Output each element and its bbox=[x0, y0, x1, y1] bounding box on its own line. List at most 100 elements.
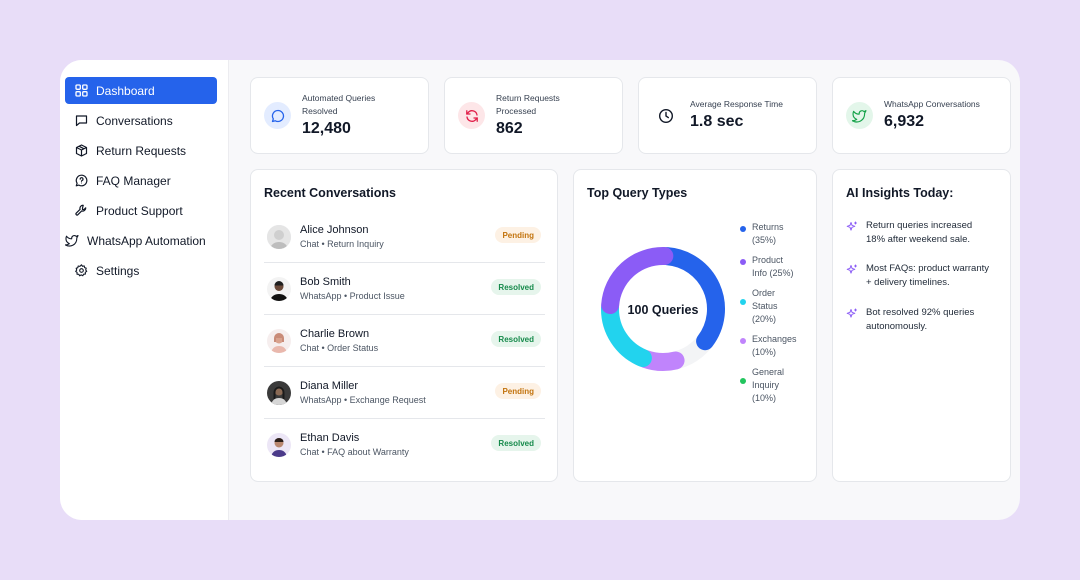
donut-chart: 100 Queries bbox=[601, 247, 725, 371]
legend-label: Inquiry bbox=[752, 380, 780, 390]
avatar bbox=[267, 329, 291, 353]
legend-swatch bbox=[740, 259, 746, 265]
avatar bbox=[267, 433, 291, 457]
insight-text: Bot resolved 92% queries bbox=[866, 307, 975, 318]
conversation-channel: WhatsApp • Product Issue bbox=[300, 291, 405, 301]
stat-card-automated-queries: Automated Queries Resolved 12,480 bbox=[250, 77, 429, 154]
legend-label: (10%) bbox=[752, 393, 777, 403]
recent-conversations-card: Recent Conversations Alice Johnson Chat … bbox=[250, 169, 558, 482]
avatar bbox=[267, 277, 291, 301]
legend-label: Order bbox=[752, 288, 776, 298]
top-query-types-card: Top Query Types 100 Queries Returns (35%)… bbox=[573, 169, 817, 482]
stat-label: Processed bbox=[496, 106, 537, 116]
stat-value: 12,480 bbox=[302, 120, 351, 137]
legend-item-exchanges: Exchanges (10%) bbox=[740, 333, 812, 359]
legend-label: Returns bbox=[752, 222, 784, 232]
legend-label: Exchanges bbox=[752, 334, 797, 344]
legend-item-product-info: Product Info (25%) bbox=[740, 254, 812, 280]
sparkle-icon bbox=[846, 219, 860, 247]
sidebar-item-label: Settings bbox=[96, 263, 140, 278]
status-badge: Pending bbox=[495, 227, 541, 243]
sidebar-item-label: Dashboard bbox=[96, 83, 155, 98]
conversation-name: Charlie Brown bbox=[300, 328, 370, 340]
conversation-name: Diana Miller bbox=[300, 380, 359, 392]
sidebar-item-label: Conversations bbox=[96, 113, 173, 128]
conversation-row[interactable]: Charlie Brown Chat • Order Status Resolv… bbox=[264, 314, 545, 367]
legend-swatch bbox=[740, 338, 746, 344]
insight-item: Most FAQs: product warranty + delivery ti… bbox=[846, 262, 1006, 290]
twitter-bird-icon bbox=[65, 234, 79, 248]
conversation-name: Alice Johnson bbox=[300, 224, 369, 236]
legend-item-order-status: Order Status (20%) bbox=[740, 287, 812, 326]
sidebar-item-label: WhatsApp Automation bbox=[87, 233, 206, 248]
stat-card-return-requests: Return Requests Processed 862 bbox=[444, 77, 623, 154]
legend-swatch bbox=[740, 378, 746, 384]
conversation-channel: Chat • Return Inquiry bbox=[300, 239, 384, 249]
insight-text: Most FAQs: product warranty bbox=[866, 263, 990, 274]
legend-item-general-inquiry: General Inquiry (10%) bbox=[740, 366, 812, 405]
legend-label: Info (25%) bbox=[752, 268, 794, 278]
sidebar-item-label: Return Requests bbox=[96, 143, 187, 158]
conversation-name: Ethan Davis bbox=[300, 432, 360, 444]
donut-slice-product-info bbox=[601, 247, 674, 315]
avatar bbox=[267, 381, 291, 405]
stat-card-whatsapp-conversations: WhatsApp Conversations 6,932 bbox=[832, 77, 1011, 154]
card-title: Top Query Types bbox=[587, 186, 688, 200]
insight-text: + delivery timelines. bbox=[866, 277, 950, 288]
stat-value: 1.8 sec bbox=[690, 113, 744, 130]
conversation-row[interactable]: Ethan Davis Chat • FAQ about Warranty Re… bbox=[264, 418, 545, 470]
stat-label: Return Requests bbox=[496, 93, 560, 103]
refresh-icon bbox=[458, 102, 485, 129]
status-badge: Resolved bbox=[491, 279, 541, 295]
insight-item: Return queries increased 18% after weeken… bbox=[846, 219, 1006, 247]
stat-label: Average Response Time bbox=[690, 99, 783, 109]
legend-label: General bbox=[752, 367, 785, 377]
conversation-row[interactable]: Diana Miller WhatsApp • Exchange Request… bbox=[264, 366, 545, 419]
sidebar-item-return-requests[interactable]: Return Requests bbox=[65, 137, 217, 164]
sidebar-item-whatsapp-automation[interactable]: WhatsApp Automation bbox=[65, 227, 217, 254]
card-title: Recent Conversations bbox=[264, 186, 396, 200]
sparkle-icon bbox=[846, 262, 860, 290]
insight-text: 18% after weekend sale. bbox=[866, 234, 971, 245]
conversation-channel: Chat • FAQ about Warranty bbox=[300, 447, 409, 457]
app-window: Dashboard Conversations Return Requests … bbox=[60, 60, 1020, 520]
conversation-row[interactable]: Alice Johnson Chat • Return Inquiry Pend… bbox=[264, 210, 545, 263]
package-icon bbox=[74, 144, 88, 158]
conversation-channel: WhatsApp • Exchange Request bbox=[300, 395, 426, 405]
donut-slice-order-status bbox=[601, 298, 652, 368]
sidebar: Dashboard Conversations Return Requests … bbox=[60, 60, 229, 520]
sidebar-item-label: Product Support bbox=[96, 203, 183, 218]
legend-item-returns: Returns (35%) bbox=[740, 221, 812, 247]
gear-icon bbox=[74, 264, 88, 278]
sidebar-item-dashboard[interactable]: Dashboard bbox=[65, 77, 217, 104]
sidebar-item-faq-manager[interactable]: FAQ Manager bbox=[65, 167, 217, 194]
insight-item: Bot resolved 92% queries autonomously. bbox=[846, 306, 1006, 334]
conversation-name: Bob Smith bbox=[300, 276, 351, 288]
legend-label: Status bbox=[752, 301, 778, 311]
stat-card-response-time: Average Response Time 1.8 sec bbox=[638, 77, 817, 154]
legend-label: (10%) bbox=[752, 347, 777, 357]
twitter-bird-icon bbox=[846, 102, 873, 129]
wrench-icon bbox=[74, 204, 88, 218]
status-badge: Resolved bbox=[491, 435, 541, 451]
legend-label: (35%) bbox=[752, 235, 777, 245]
insight-text: Return queries increased bbox=[866, 220, 973, 231]
chat-bubble-icon bbox=[264, 102, 291, 129]
sparkle-icon bbox=[846, 306, 860, 334]
message-square-icon bbox=[74, 114, 88, 128]
legend-swatch bbox=[740, 226, 746, 232]
stat-label: Automated Queries bbox=[302, 93, 376, 103]
stat-value: 6,932 bbox=[884, 113, 925, 130]
sidebar-item-conversations[interactable]: Conversations bbox=[65, 107, 217, 134]
ai-insights-card: AI Insights Today: Return queries increa… bbox=[832, 169, 1011, 482]
stat-value: 862 bbox=[496, 120, 523, 137]
conversation-row[interactable]: Bob Smith WhatsApp • Product Issue Resol… bbox=[264, 262, 545, 315]
sidebar-item-settings[interactable]: Settings bbox=[65, 257, 217, 284]
sidebar-item-product-support[interactable]: Product Support bbox=[65, 197, 217, 224]
help-bubble-icon bbox=[74, 174, 88, 188]
conversation-channel: Chat • Order Status bbox=[300, 343, 379, 353]
card-title: AI Insights Today: bbox=[846, 186, 954, 200]
sidebar-item-label: FAQ Manager bbox=[96, 173, 171, 188]
legend-label: Product bbox=[752, 255, 784, 265]
status-badge: Pending bbox=[495, 383, 541, 399]
